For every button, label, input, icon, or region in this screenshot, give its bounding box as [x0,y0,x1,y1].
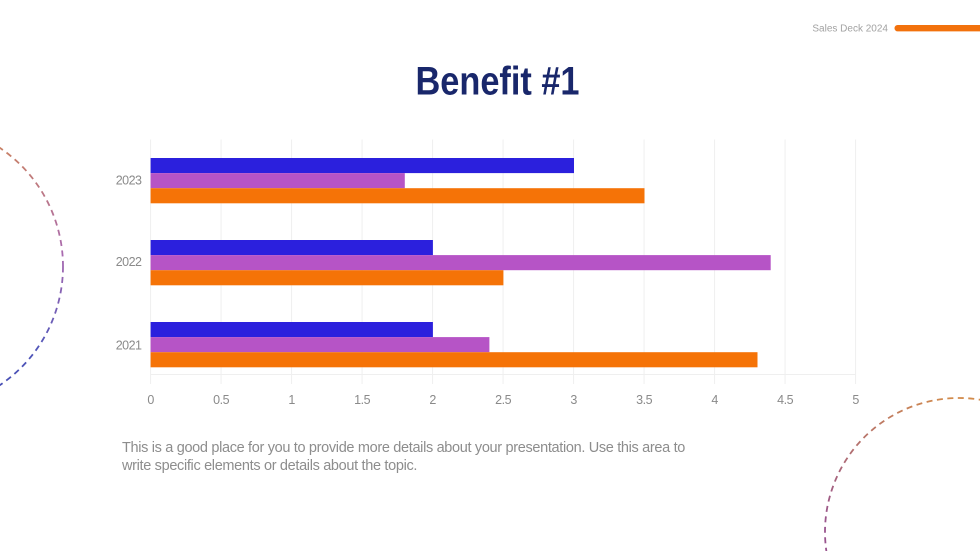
svg-text:0.5: 0.5 [213,393,229,407]
svg-text:3.5: 3.5 [636,393,652,407]
svg-text:2022: 2022 [116,255,142,269]
svg-text:2.5: 2.5 [495,393,511,407]
svg-text:4.5: 4.5 [777,393,793,407]
svg-text:3: 3 [570,393,577,407]
svg-text:2021: 2021 [116,338,142,352]
svg-text:1.5: 1.5 [354,393,370,407]
svg-text:1: 1 [288,393,295,407]
svg-text:4: 4 [711,393,718,407]
svg-text:0: 0 [147,393,154,407]
svg-text:2: 2 [429,393,436,407]
svg-text:Sales Deck 2024: Sales Deck 2024 [812,24,888,35]
svg-text:2023: 2023 [116,174,142,188]
svg-text:5: 5 [852,393,859,407]
svg-text:Benefit #1: Benefit #1 [416,60,580,104]
